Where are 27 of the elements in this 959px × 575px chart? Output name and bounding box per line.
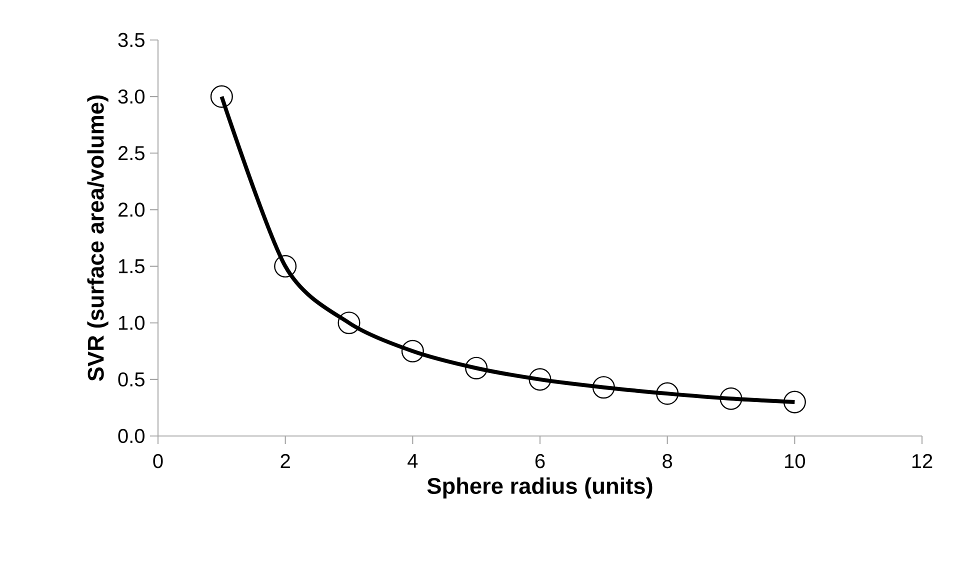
- x-tick-label: 12: [912, 454, 932, 468]
- y-tick-label: 2.0: [118, 202, 144, 217]
- point: [592, 376, 615, 399]
- y-tick-label: 0.5: [118, 372, 144, 386]
- point: [528, 368, 552, 391]
- point: [274, 255, 297, 278]
- x-tick-label: 6: [535, 454, 545, 468]
- y-tick-label: 1.5: [119, 259, 144, 274]
- x-tick-label: 10: [785, 454, 806, 468]
- y-tick-label: 1.0: [119, 316, 144, 330]
- x-tick-label: 0: [153, 454, 163, 468]
- y-tick-label: 0.0: [118, 428, 144, 444]
- point: [210, 85, 233, 108]
- x-tick-label: 8: [662, 454, 672, 468]
- point: [656, 382, 679, 405]
- point: [338, 312, 360, 334]
- x-tick-label: 2: [280, 454, 290, 468]
- x-tick-label: 4: [408, 454, 418, 468]
- y-tick-label: 2.5: [118, 146, 144, 160]
- y-tick-label: 3.0: [118, 89, 144, 104]
- point: [465, 356, 488, 380]
- y-tick-label: 3.5: [118, 32, 144, 48]
- point: [783, 390, 806, 414]
- y-axis-title: SVR (surface area/volume): [87, 96, 108, 381]
- x-axis-title: Sphere radius (units): [427, 477, 652, 498]
- point: [720, 387, 742, 410]
- point: [401, 340, 424, 362]
